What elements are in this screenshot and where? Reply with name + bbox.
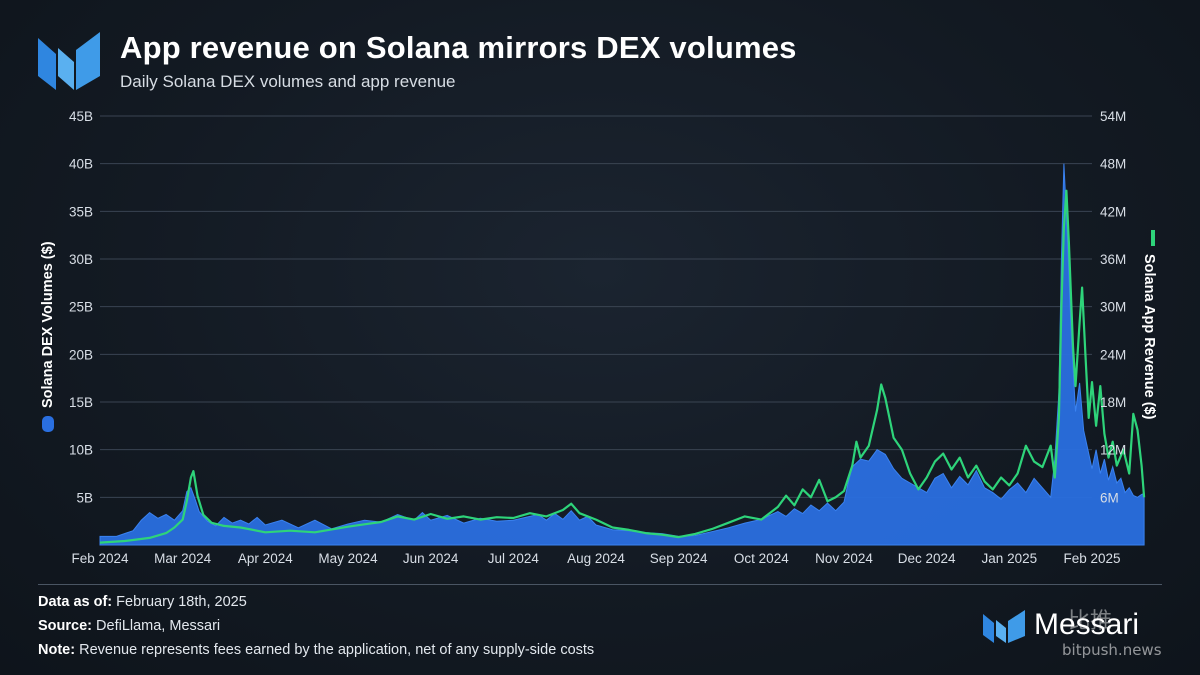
y-right-tick-label: 30M <box>1100 300 1126 315</box>
y-right-tick-label: 6M <box>1100 490 1119 505</box>
y-right-tick-labels: 6M 12M 18M 24M 30M 36M 42M 48M 54M <box>1100 109 1126 505</box>
dex-volume-revenue-chart: 5B 10B 15B 20B 25B 30B 35B 40B 45B 6M 12M 18M 24M 30… <box>40 109 1157 566</box>
y-right-tick-label: 54M <box>1100 109 1126 124</box>
source-value: DefiLlama, Messari <box>96 618 221 634</box>
footer-divider <box>38 584 1162 585</box>
y-right-tick-label: 42M <box>1100 204 1126 219</box>
x-tick-label: Sep 2024 <box>650 551 708 566</box>
y-left-axis-label: Solana DEX Volumes ($) <box>40 241 56 408</box>
revenue-line <box>99 189 1146 544</box>
data-as-of-label: Data as of: <box>38 594 113 610</box>
y-left-tick-label: 25B <box>69 300 93 315</box>
y-left-tick-label: 45B <box>69 109 93 124</box>
messari-brand-icon <box>983 610 1025 643</box>
y-right-tick-label: 48M <box>1100 157 1126 172</box>
y-left-tick-label: 5B <box>76 490 93 505</box>
y-left-tick-label: 40B <box>69 157 93 172</box>
y-left-tick-label: 20B <box>69 347 93 362</box>
x-tick-label: Dec 2024 <box>898 551 956 566</box>
volume-area-series <box>99 163 1145 546</box>
x-tick-label: Aug 2024 <box>567 551 625 566</box>
note-value: Revenue represents fees earned by the ap… <box>79 642 595 658</box>
x-tick-label: Nov 2024 <box>815 551 873 566</box>
y-right-tick-label: 36M <box>1100 252 1126 267</box>
footer-data-as-of: Data as of: February 18th, 2025 <box>38 594 247 610</box>
chart-subtitle: Daily Solana DEX volumes and app revenue <box>120 72 456 91</box>
y-right-axis-title: Solana App Revenue ($) <box>1141 230 1157 420</box>
legend-volume-swatch <box>42 416 54 432</box>
messari-logo-icon <box>38 32 100 90</box>
y-left-tick-label: 15B <box>69 395 93 410</box>
x-tick-label: Feb 2024 <box>71 551 129 566</box>
note-label: Note: <box>38 642 76 658</box>
footer-note: Note: Revenue represents fees earned by … <box>38 642 594 658</box>
volume-area <box>99 163 1145 546</box>
y-left-tick-label: 30B <box>69 252 93 267</box>
y-right-axis-label: Solana App Revenue ($) <box>1141 254 1157 420</box>
y-left-tick-label: 35B <box>69 204 93 219</box>
watermark-text: bitpush.news <box>1062 641 1162 659</box>
y-left-tick-labels: 5B 10B 15B 20B 25B 30B 35B 40B 45B <box>69 109 93 505</box>
y-right-tick-label: 18M <box>1100 395 1126 410</box>
watermark-cn-text: 比推 <box>1068 609 1113 634</box>
chart-title: App revenue on Solana mirrors DEX volume… <box>120 30 797 65</box>
x-tick-labels: Feb 2024 Mar 2024 Apr 2024 May 2024 Jun 2024… <box>71 551 1120 566</box>
x-tick-label: Mar 2024 <box>154 551 212 566</box>
source-label: Source: <box>38 618 92 634</box>
x-tick-label: Feb 2025 <box>1063 551 1120 566</box>
messari-brand-name: Messari <box>1034 608 1140 641</box>
legend-revenue-swatch <box>1151 230 1155 246</box>
y-left-axis-title: Solana DEX Volumes ($) <box>40 241 56 432</box>
y-left-tick-label: 10B <box>69 443 93 458</box>
x-tick-label: Jul 2024 <box>488 551 540 566</box>
grid-lines <box>100 115 1092 546</box>
y-right-tick-label: 12M <box>1100 443 1126 458</box>
data-as-of-value: February 18th, 2025 <box>116 594 247 610</box>
footer-source: Source: DefiLlama, Messari <box>38 618 220 634</box>
y-right-tick-label: 24M <box>1100 347 1126 362</box>
x-tick-label: May 2024 <box>318 551 378 566</box>
x-tick-label: Jan 2025 <box>982 551 1038 566</box>
revenue-line-series <box>99 189 1146 544</box>
x-tick-label: Apr 2024 <box>238 551 293 566</box>
x-tick-label: Oct 2024 <box>734 551 789 566</box>
x-tick-label: Jun 2024 <box>403 551 459 566</box>
